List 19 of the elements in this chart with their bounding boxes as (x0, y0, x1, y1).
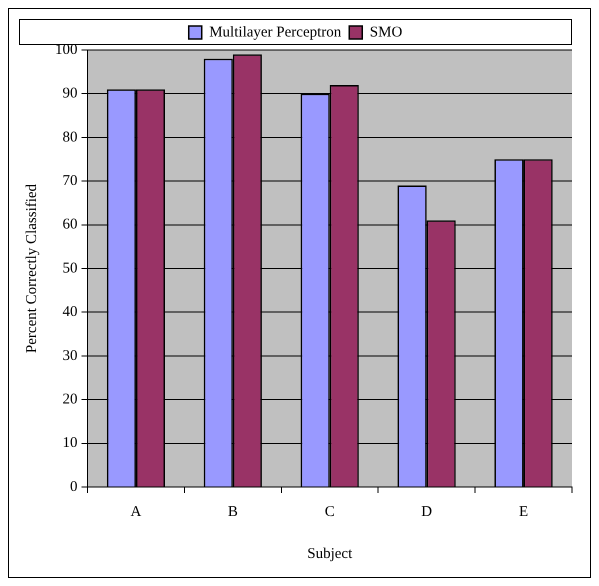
y-tick-label: 10 (62, 435, 78, 452)
y-tick-label: 20 (62, 392, 78, 408)
x-axis-title: Subject (307, 546, 354, 562)
y-tick-label: 40 (62, 304, 78, 320)
y-tick-label: 30 (62, 348, 78, 364)
y-tick-label: 90 (62, 86, 78, 102)
y-tick-label: 60 (62, 216, 78, 233)
y-tick-label: 0 (70, 478, 78, 495)
x-tick-label: A (130, 504, 142, 520)
x-tick-label: C (324, 504, 335, 520)
x-tick-label: E (518, 504, 528, 520)
legend-label: Multilayer Perceptron (209, 24, 342, 40)
y-tick-label: 50 (62, 260, 78, 276)
y-tick-label: 70 (62, 173, 78, 190)
y-axis-title: Percent Correctly Classified (24, 183, 40, 354)
x-tick-label: B (228, 504, 238, 520)
legend-label: SMO (370, 24, 402, 40)
x-tick-label: D (421, 504, 432, 520)
y-tick-label: 80 (62, 129, 78, 146)
